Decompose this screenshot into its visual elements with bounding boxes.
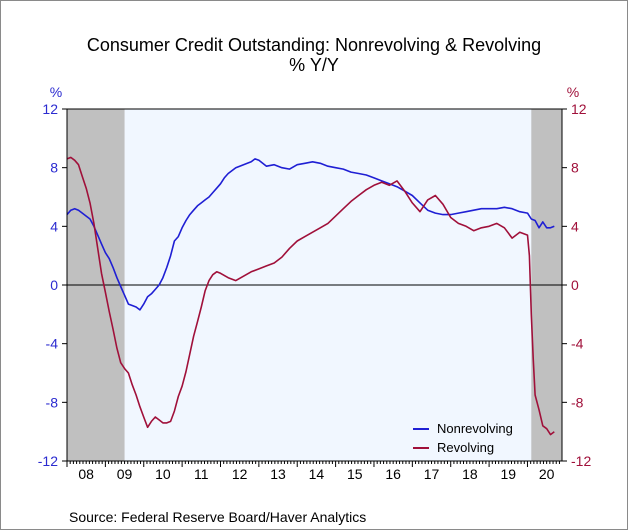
y-tick-label-right: -12 (571, 453, 591, 469)
y-tick-label-right: 12 (571, 101, 587, 117)
y-tick-label-right: 8 (571, 160, 579, 176)
x-tick-label: 09 (117, 466, 133, 482)
chart-subtitle: % Y/Y (289, 55, 339, 75)
y-tick-label-right: 4 (571, 218, 579, 234)
plot-area: -12 -12 -8 -8 -4 -4 0 0 4 4 8 8 12 12 08 09 10 11 12 13 14 15… (38, 101, 592, 482)
y-tick-label-left: 0 (50, 277, 58, 293)
x-tick-label: 19 (500, 466, 516, 482)
x-tick-label: 18 (462, 466, 478, 482)
y-tick-label-left: -12 (38, 453, 58, 469)
x-tick-label: 15 (347, 466, 363, 482)
right-axis-unit: % (567, 84, 579, 100)
y-tick-label-right: -4 (571, 336, 584, 352)
x-tick-label: 11 (194, 466, 209, 482)
x-tick-label: 13 (270, 466, 286, 482)
series-line-nonrevolving (66, 158, 555, 311)
x-tick-label: 17 (424, 466, 440, 482)
x-tick-label: 10 (155, 466, 171, 482)
y-tick-label-left: -4 (46, 336, 59, 352)
source-note: Source: Federal Reserve Board/Haver Anal… (69, 509, 366, 525)
x-tick-label: 12 (232, 466, 248, 482)
legend-label-revolving: Revolving (437, 440, 494, 455)
y-tick-label-left: 12 (42, 101, 58, 117)
legend-label-nonrevolving: Nonrevolving (437, 421, 513, 436)
x-tick-label: 14 (309, 466, 325, 482)
y-tick-label-right: 0 (571, 277, 579, 293)
chart-title: Consumer Credit Outstanding: Nonrevolvin… (87, 35, 541, 55)
legend: Nonrevolving Revolving (413, 421, 513, 455)
y-tick-label-right: -8 (571, 394, 584, 410)
x-tick-label: 20 (539, 466, 555, 482)
x-tick-label: 16 (385, 466, 401, 482)
left-axis-unit: % (50, 84, 62, 100)
y-tick-label-left: 8 (50, 160, 58, 176)
y-tick-label-left: -8 (46, 394, 59, 410)
x-tick-label: 08 (78, 466, 94, 482)
y-tick-label-left: 4 (50, 218, 58, 234)
series-line-revolving (66, 156, 555, 436)
